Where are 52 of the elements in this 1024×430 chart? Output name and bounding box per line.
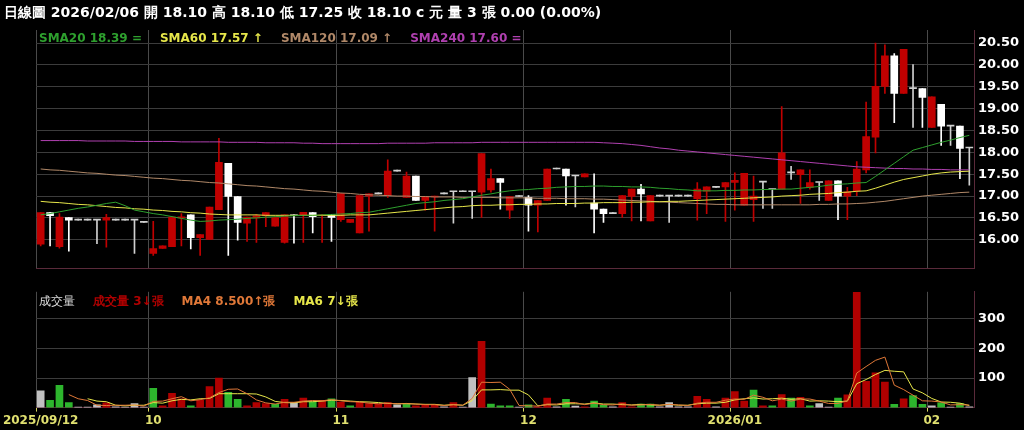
chart-title: 日線圖 2026/02/06 開 18.10 高 18.10 低 17.25 收 18.10 c 元 量 3 張 0.00 (0.00%) (4, 4, 602, 22)
bar (759, 405, 767, 408)
text: MA6 7↓張 (293, 293, 358, 308)
x-tick-label: 12 (520, 412, 537, 427)
bar (196, 399, 204, 408)
candlestick (149, 221, 158, 256)
y-tick-label: 16.50 (978, 209, 1020, 225)
bar (505, 405, 514, 408)
text: 成交量 3↓張 (93, 293, 164, 308)
bar (224, 391, 233, 408)
candlestick (909, 64, 917, 128)
text: MA4 8.500↑張 (181, 293, 276, 308)
bar (815, 403, 824, 408)
candlestick (196, 234, 204, 256)
y-tick-label: 300 (978, 310, 1006, 326)
y-tick-label: 19.00 (978, 100, 1020, 116)
bar (881, 381, 889, 408)
y-tick-label: 18.00 (978, 143, 1020, 159)
y-tick-label: 20.50 (978, 34, 1020, 50)
x-tick-label: 11 (332, 412, 350, 427)
y-tick-label: 20.00 (978, 56, 1020, 72)
bar (65, 402, 73, 408)
text: SMA20 18.39 = (39, 31, 142, 45)
y-tick-label: 16.00 (978, 231, 1020, 247)
bar (36, 390, 45, 408)
bar (46, 399, 54, 408)
x-tick-label: 2025/09/12 (2, 412, 79, 427)
y-tick-label: 18.50 (978, 121, 1020, 137)
y-tick-label: 100 (978, 369, 1006, 385)
bar (186, 405, 195, 408)
text: SMA240 17.60 = (410, 31, 522, 45)
bar (215, 377, 223, 408)
x-tick-label: 10 (144, 412, 162, 427)
bar (909, 395, 917, 408)
bar (927, 405, 936, 408)
candlestick (65, 217, 73, 252)
bar (55, 385, 64, 408)
y-tick-label: 17.50 (978, 165, 1020, 181)
text: SMA120 17.09 ↑ (280, 31, 393, 45)
x-tick-label: 02 (923, 412, 941, 427)
text: SMA60 17.57 ↑ (159, 31, 263, 45)
chart-title: 成交量 (39, 293, 75, 308)
y-tick-label: 17.00 (978, 187, 1020, 203)
bar (346, 405, 355, 408)
bar (233, 399, 242, 408)
bar (149, 388, 158, 408)
x-tick-label: 2026/01 (707, 412, 763, 427)
y-tick-label: 19.50 (978, 78, 1020, 94)
bar (899, 398, 908, 408)
y-tick-label: 200 (978, 339, 1006, 355)
bar (243, 405, 251, 408)
bar (806, 405, 814, 408)
